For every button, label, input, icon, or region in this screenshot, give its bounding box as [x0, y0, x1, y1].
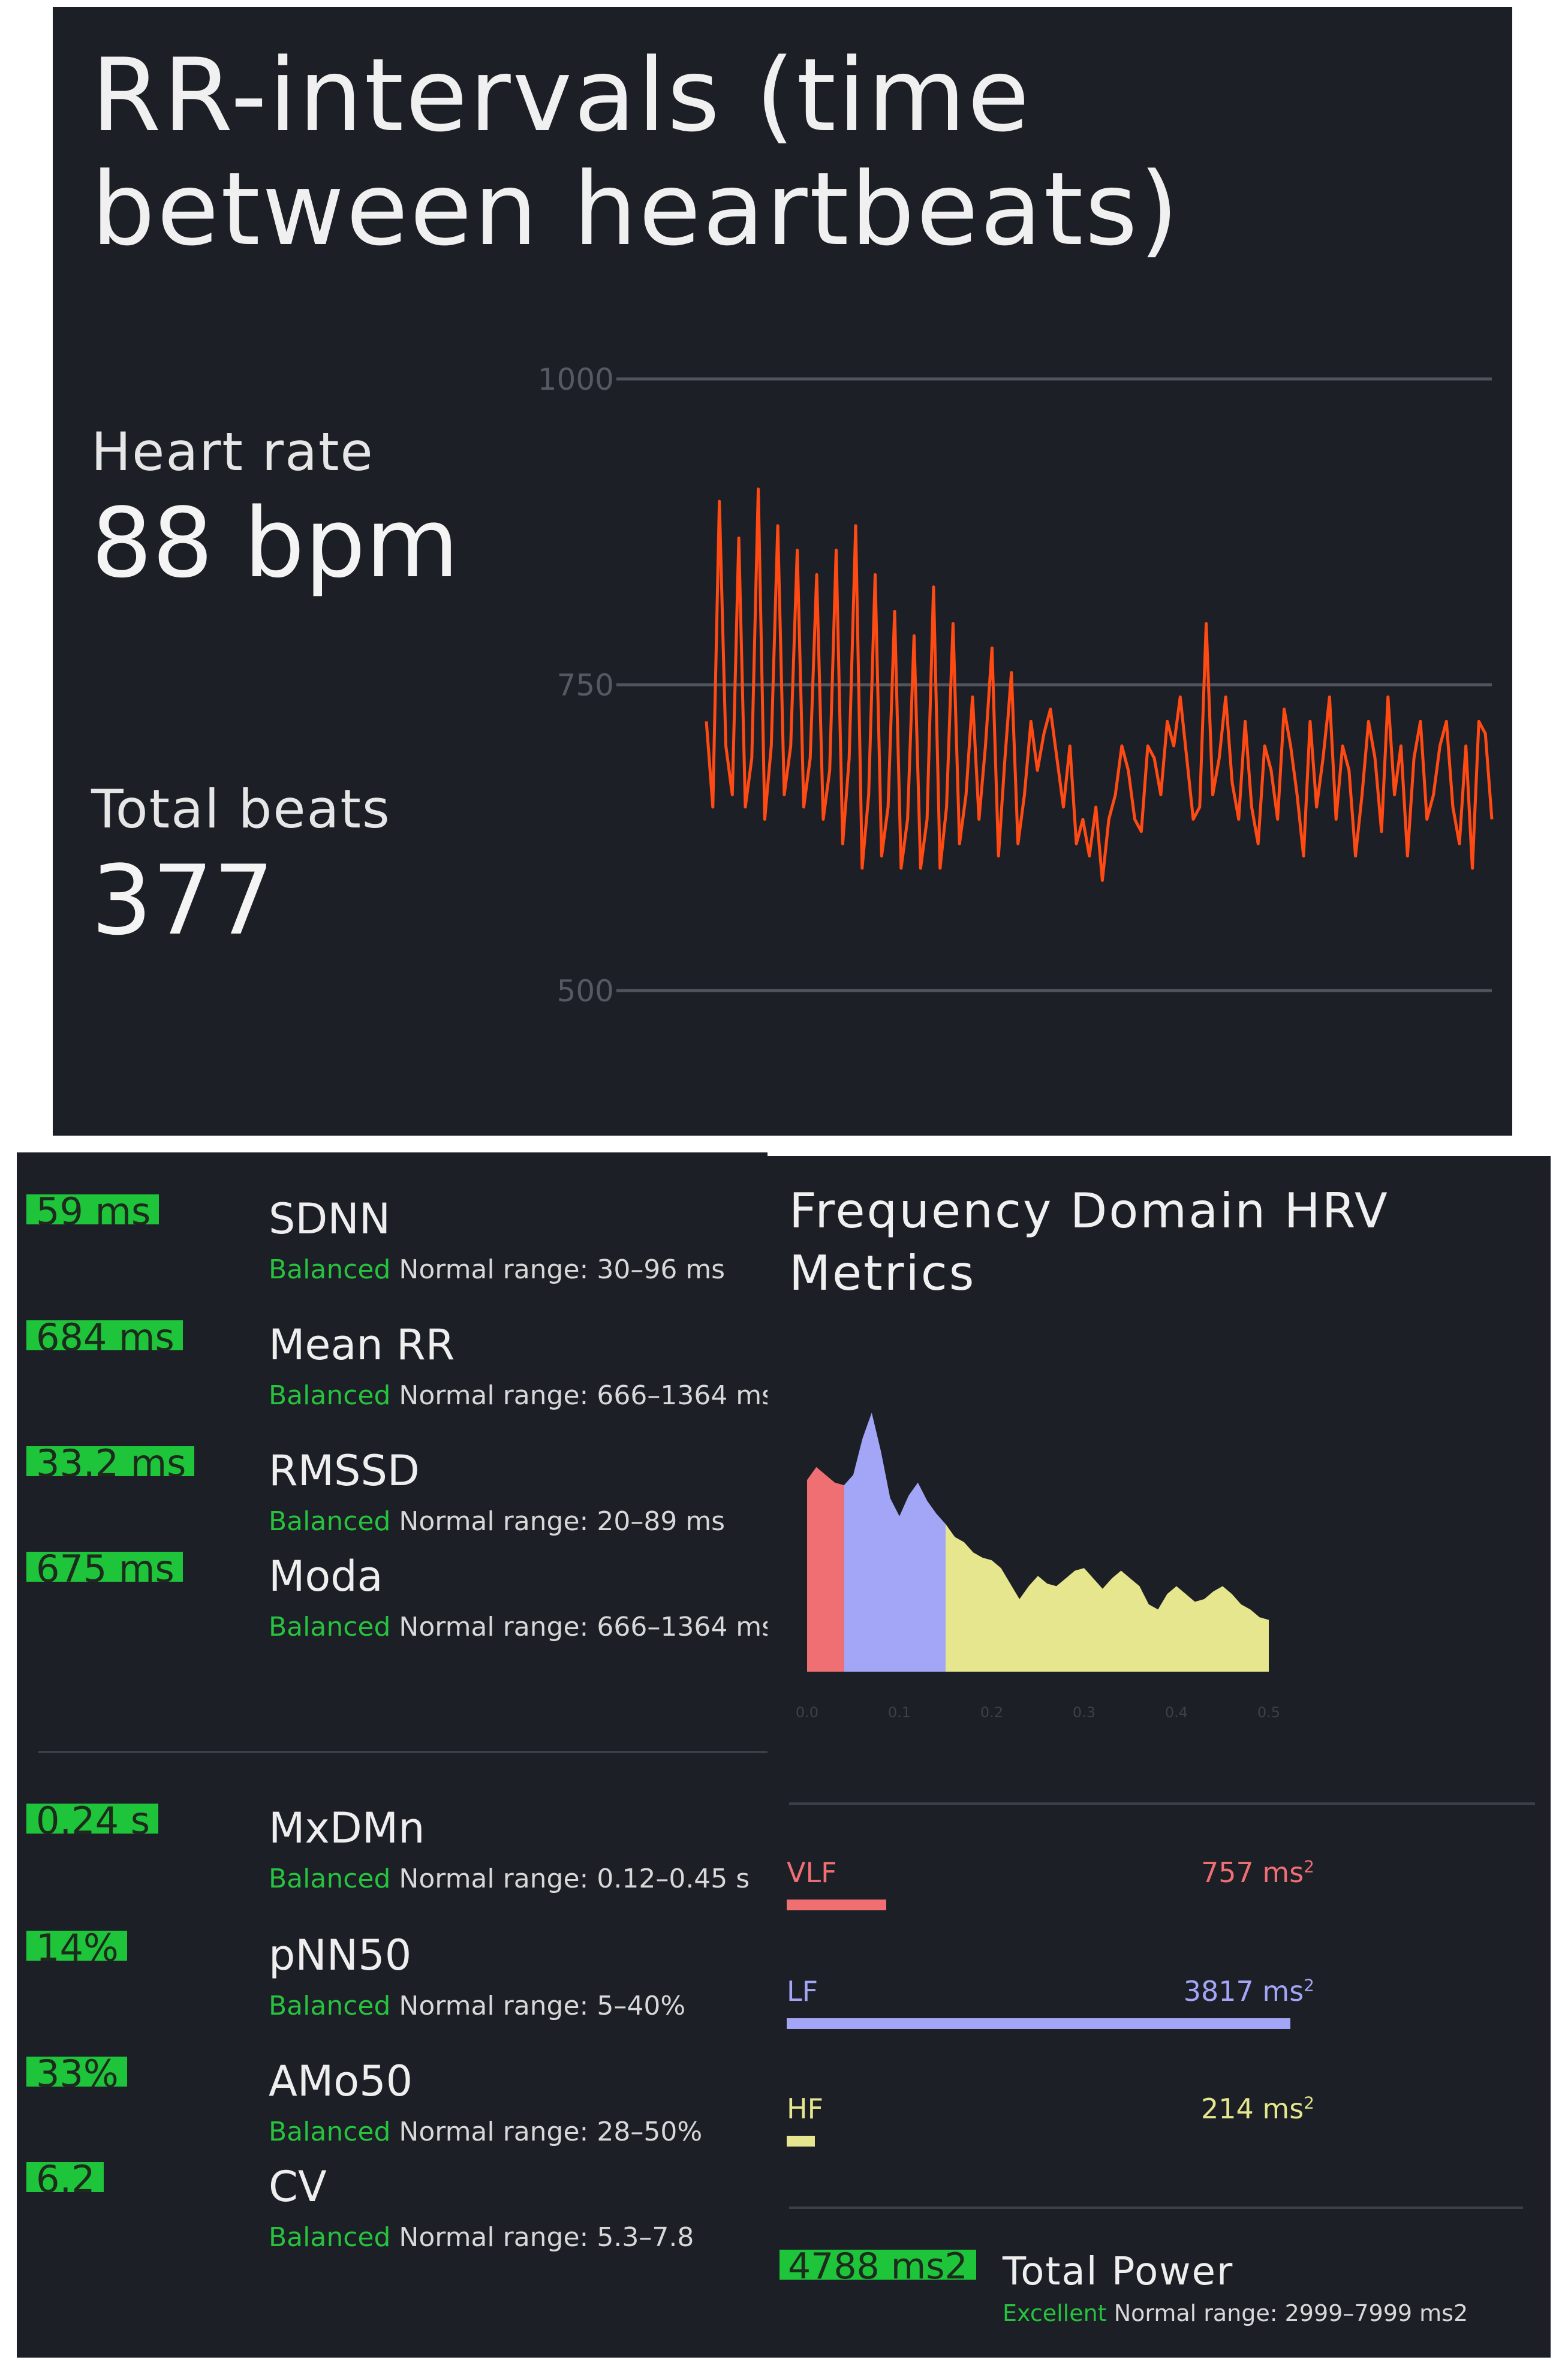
- rr-tick-label: 750: [557, 668, 614, 703]
- rr-panel-title: RR-intervals (time between heartbeats): [91, 37, 1181, 268]
- metric-row-cv: 6.2 CV Balanced Normal range: 5.3–7.8: [17, 2162, 768, 2270]
- rr-intervals-panel: RR-intervals (time between heartbeats) H…: [53, 7, 1512, 1136]
- metric-value: 33%: [26, 2057, 127, 2087]
- frequency-domain-panel: Frequency Domain HRV Metrics 0.0 0.1 0.2 0.…: [768, 1156, 1551, 2358]
- metric-value: 6.2: [26, 2162, 104, 2192]
- total-power-value: 4788 ms2: [780, 2248, 976, 2284]
- band-value-number: 214 ms: [1200, 2093, 1304, 2125]
- band-name: HF: [787, 2093, 824, 2125]
- metric-value: 0.24 s: [26, 1804, 159, 1834]
- metric-sub: Balanced Normal range: 5–40%: [269, 1991, 685, 2021]
- metric-status: Balanced: [269, 1254, 391, 1285]
- metric-status: Balanced: [269, 1991, 391, 2021]
- band-value: 757 ms2: [1201, 1856, 1314, 1889]
- metric-name: Mean RR: [269, 1320, 455, 1369]
- rr-interval-chart: 1000 750 500: [538, 362, 1494, 1009]
- metric-value: 33.2 ms: [26, 1446, 195, 1476]
- metric-row-moda: 675 ms Moda Balanced Normal range: 666–136…: [17, 1552, 775, 1660]
- total-beats-label: Total beats: [91, 778, 391, 840]
- metric-range: Normal range: 5.3–7.8: [399, 2222, 694, 2253]
- metric-range: Normal range: 30–96 ms: [399, 1254, 726, 1285]
- metric-range: Normal range: 20–89 ms: [399, 1506, 726, 1537]
- rr-interval-line: [705, 487, 1494, 882]
- band-value-power: 2: [1304, 2093, 1314, 2113]
- total-power-status: Excellent: [1003, 2300, 1107, 2326]
- frequency-title: Frequency Domain HRV Metrics: [789, 1183, 1389, 1301]
- metric-status: Balanced: [269, 1506, 391, 1537]
- band-row-hf: HF 214 ms2: [787, 2093, 1314, 2177]
- metric-value: 14%: [26, 1931, 127, 1961]
- metric-name: MxDMn: [269, 1804, 425, 1853]
- psd-band-hf: [946, 1524, 1269, 1672]
- psd-tick-label: 0.1: [888, 1704, 911, 1721]
- total-power-range: Normal range: 2999–7999 ms2: [1113, 2300, 1468, 2326]
- metric-range: Normal range: 0.12–0.45 s: [399, 1864, 750, 1894]
- metric-name: SDNN: [269, 1194, 391, 1244]
- total-power-label: Total Power: [1003, 2250, 1234, 2294]
- psd-band-vlf: [807, 1467, 844, 1672]
- metric-sub: Balanced Normal range: 666–1364 ms: [269, 1612, 775, 1642]
- metrics-divider: [38, 1751, 768, 1753]
- band-row-vlf: VLF 757 ms2: [787, 1856, 1314, 1940]
- metric-name: RMSSD: [269, 1446, 420, 1495]
- frequency-divider-top: [789, 1802, 1535, 1805]
- band-value-power: 2: [1304, 1856, 1314, 1877]
- metric-sub: Balanced Normal range: 0.12–0.45 s: [269, 1864, 750, 1894]
- band-bar: [787, 2018, 1290, 2029]
- band-value-number: 3817 ms: [1183, 1975, 1304, 2007]
- band-name: LF: [787, 1975, 818, 2007]
- total-beats-value: 377: [91, 844, 275, 956]
- band-row-lf: LF 3817 ms2: [787, 1975, 1314, 2059]
- heart-rate-label: Heart rate: [91, 421, 374, 483]
- psd-tick-label: 0.2: [980, 1704, 1003, 1721]
- metric-range: Normal range: 28–50%: [399, 2117, 703, 2147]
- band-bar: [787, 1900, 886, 1910]
- heart-rate-value: 88 bpm: [91, 487, 459, 599]
- psd-chart: 0.0 0.1 0.2 0.3 0.4 0.5: [796, 1413, 1280, 1721]
- metric-sub: Balanced Normal range: 5.3–7.8: [269, 2222, 694, 2253]
- metric-status: Balanced: [269, 2222, 391, 2253]
- metric-name: AMo50: [269, 2057, 413, 2106]
- metric-range: Normal range: 666–1364 ms: [399, 1612, 776, 1642]
- band-value: 3817 ms2: [1184, 1975, 1314, 2007]
- metric-status: Balanced: [269, 1864, 391, 1894]
- psd-tick-label: 0.5: [1257, 1704, 1280, 1721]
- metric-row-mean-rr: 684 ms Mean RR Balanced Normal range: 666–…: [17, 1320, 775, 1428]
- rr-tick-label: 500: [557, 974, 614, 1009]
- metric-status: Balanced: [269, 1612, 391, 1642]
- total-power-sub: Excellent Normal range: 2999–7999 ms2: [1003, 2300, 1468, 2326]
- metric-status: Balanced: [269, 1380, 391, 1411]
- metric-sub: Balanced Normal range: 30–96 ms: [269, 1254, 725, 1285]
- metric-row-mxdmn: 0.24 s MxDMn Balanced Normal range: 0.12–0…: [17, 1804, 768, 1912]
- metric-status: Balanced: [269, 2117, 391, 2147]
- band-bar: [787, 2136, 815, 2147]
- psd-tick-label: 0.3: [1073, 1704, 1096, 1721]
- band-value: 214 ms2: [1201, 2093, 1314, 2125]
- band-value-power: 2: [1304, 1975, 1314, 1995]
- time-domain-panel: 59 ms SDNN Balanced Normal range: 30–96 ms…: [17, 1152, 775, 2358]
- psd-band-lf: [844, 1413, 946, 1672]
- metric-value: 675 ms: [26, 1552, 183, 1582]
- metric-row-amo50: 33% AMo50 Balanced Normal range: 28–50%: [17, 2057, 768, 2165]
- metric-row-rmssd: 33.2 ms RMSSD Balanced Normal range: 20–89…: [17, 1446, 768, 1554]
- metric-range: Normal range: 5–40%: [399, 1991, 686, 2021]
- band-value-number: 757 ms: [1200, 1856, 1304, 1889]
- psd-tick-label: 0.0: [796, 1704, 818, 1721]
- metric-sub: Balanced Normal range: 666–1364 ms: [269, 1380, 775, 1411]
- metric-sub: Balanced Normal range: 28–50%: [269, 2117, 702, 2147]
- metric-row-sdnn: 59 ms SDNN Balanced Normal range: 30–96 ms: [17, 1194, 768, 1302]
- metric-range: Normal range: 666–1364 ms: [399, 1380, 776, 1411]
- frequency-divider-bottom: [789, 2207, 1523, 2209]
- metric-name: pNN50: [269, 1931, 412, 1980]
- metric-name: CV: [269, 2162, 327, 2211]
- metric-value: 59 ms: [26, 1194, 159, 1224]
- psd-tick-label: 0.4: [1165, 1704, 1188, 1721]
- metric-row-pnn50: 14% pNN50 Balanced Normal range: 5–40%: [17, 1931, 768, 2039]
- metric-name: Moda: [269, 1552, 383, 1601]
- band-name: VLF: [787, 1856, 837, 1889]
- metric-sub: Balanced Normal range: 20–89 ms: [269, 1506, 725, 1537]
- metric-value: 684 ms: [26, 1320, 183, 1350]
- rr-tick-label: 1000: [538, 362, 614, 397]
